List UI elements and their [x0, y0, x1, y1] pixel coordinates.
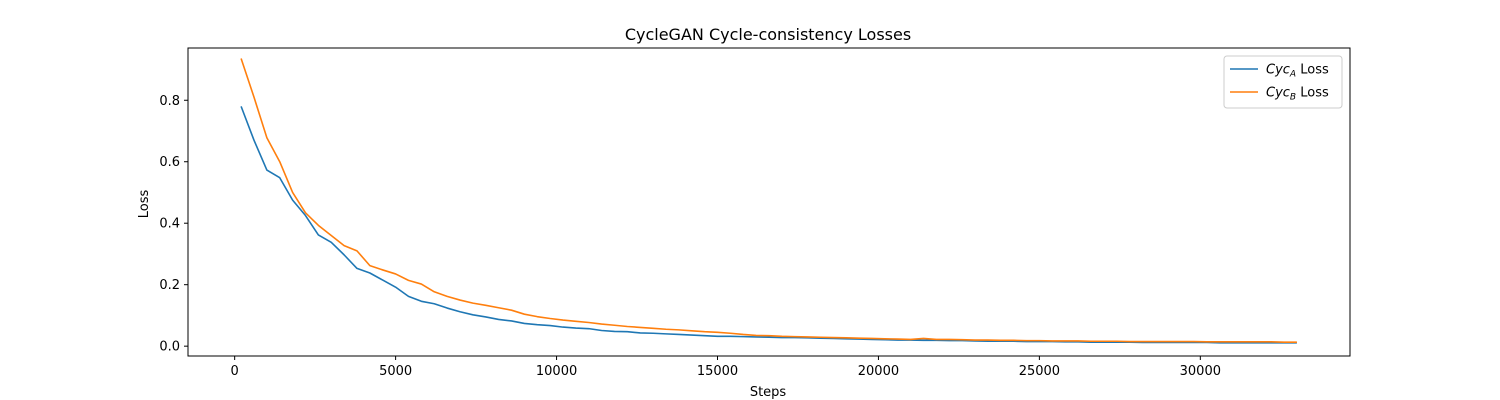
series-line-cyc-b — [240, 58, 1297, 343]
x-tick-label: 30000 — [1180, 364, 1221, 379]
y-tick-label: 0.2 — [159, 278, 180, 293]
y-tick-label: 0.8 — [159, 94, 180, 109]
plot-area: 0 5000 10000 15000 20000 25000 30000 0.0 0.2 0.4 0… — [159, 47, 1351, 379]
y-tick-label: 0.0 — [159, 340, 180, 355]
x-tick-label: 5000 — [379, 364, 412, 379]
x-tick-label: 25000 — [1019, 364, 1060, 379]
legend: CycA Loss CycB Loss — [1223, 55, 1343, 109]
y-axis-label: Loss — [137, 190, 152, 219]
legend-entry-label: CycA Loss — [1266, 63, 1329, 80]
x-axis-label: Steps — [750, 385, 787, 400]
y-tick-label: 0.4 — [159, 217, 180, 232]
chart-title: CycleGAN Cycle-consistency Losses — [625, 25, 911, 44]
x-tick-label: 0 — [231, 364, 239, 379]
y-tick-label: 0.6 — [159, 155, 180, 170]
legend-entry-label: CycB Loss — [1266, 86, 1329, 103]
axes-frame — [187, 47, 1351, 357]
x-tick-label: 10000 — [536, 364, 577, 379]
x-tick-label: 15000 — [697, 364, 738, 379]
series-line-cyc-a — [240, 106, 1297, 344]
x-tick-label: 20000 — [858, 364, 899, 379]
